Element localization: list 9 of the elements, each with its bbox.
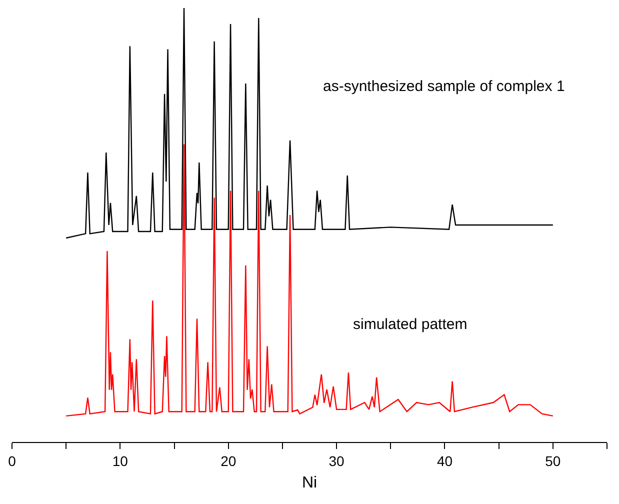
x-tick-label: 0 [8, 452, 16, 469]
x-tick-label: 50 [545, 452, 561, 469]
x-axis-title: Ni [302, 474, 318, 492]
x-tick-label: 10 [112, 452, 128, 469]
annotation: simulated pattem [353, 316, 468, 333]
annotation: as-synthesized sample of complex 1 [323, 78, 565, 95]
x-tick-label: 40 [436, 452, 453, 469]
x-tick-label: 20 [220, 452, 236, 469]
x-tick-label: 30 [328, 452, 345, 469]
